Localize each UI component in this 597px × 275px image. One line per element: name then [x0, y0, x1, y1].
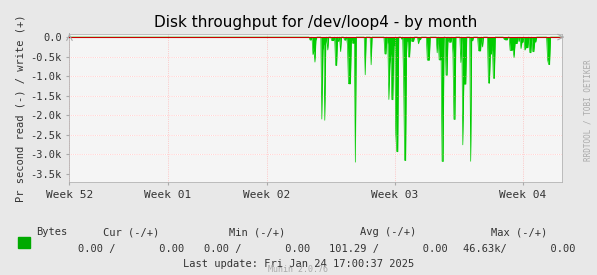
Text: Min (-/+): Min (-/+): [229, 227, 285, 237]
Text: RRDTOOL / TOBI OETIKER: RRDTOOL / TOBI OETIKER: [583, 59, 593, 161]
Text: Bytes: Bytes: [36, 227, 67, 237]
Title: Disk throughput for /dev/loop4 - by month: Disk throughput for /dev/loop4 - by mont…: [154, 15, 478, 30]
Text: Avg (-/+): Avg (-/+): [360, 227, 416, 237]
Text: Munin 2.0.76: Munin 2.0.76: [269, 265, 328, 274]
Text: Cur (-/+): Cur (-/+): [103, 227, 159, 237]
Y-axis label: Pr second read (-) / write (+): Pr second read (-) / write (+): [15, 14, 25, 202]
Text: Max (-/+): Max (-/+): [491, 227, 547, 237]
Text: 46.63k/       0.00: 46.63k/ 0.00: [463, 244, 576, 254]
Text: 0.00 /       0.00: 0.00 / 0.00: [78, 244, 184, 254]
Text: Last update: Fri Jan 24 17:00:37 2025: Last update: Fri Jan 24 17:00:37 2025: [183, 259, 414, 269]
Text: 101.29 /       0.00: 101.29 / 0.00: [329, 244, 447, 254]
Text: 0.00 /       0.00: 0.00 / 0.00: [204, 244, 310, 254]
